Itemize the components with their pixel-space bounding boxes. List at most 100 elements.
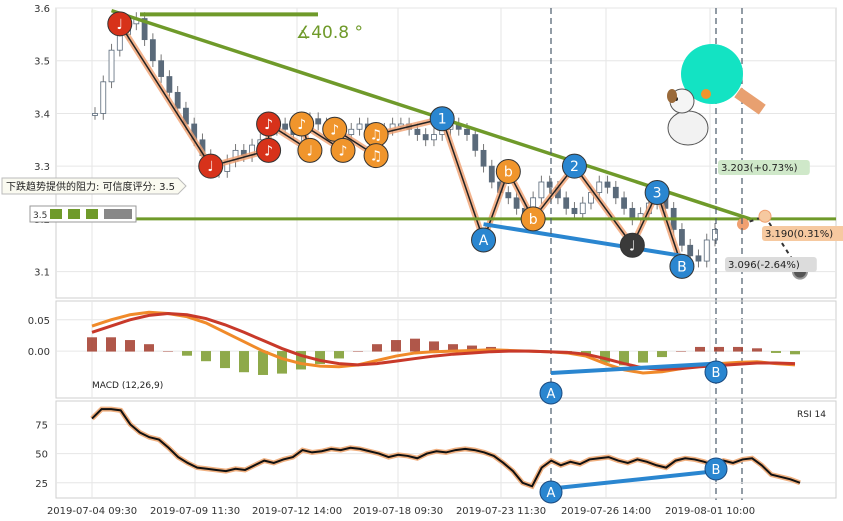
level-icon [86,209,98,219]
x-axis: 2019-07-04 09:30 2019-07-09 11:30 2019-07-… [47,506,755,517]
cursor-marker: A [539,480,563,504]
pattern-marker-circle [363,143,389,169]
candle-body [687,244,694,257]
cursor-marker-label: A [547,387,556,402]
macd-tick-label: 0.00 [28,347,50,358]
candle-body [149,39,156,62]
macd-histogram-bar [657,351,667,358]
macd-histogram-bar [391,340,401,352]
level-label-text: 3.5 [33,211,47,221]
pattern-marker: ♫ [363,122,389,148]
macd-histogram-bar [676,351,686,352]
pattern-marker-label: 3 [653,186,662,202]
pattern-marker: ♪ [256,111,282,137]
annotation-overlay: A B A B [539,360,728,504]
pattern-marker: 1 [429,106,455,132]
price-label-text: 3.190(0.31%) [765,229,833,240]
macd-histogram-bar [201,351,211,362]
pattern-marker-label: ♪ [264,117,273,133]
cursor-marker-label: B [712,463,721,478]
pattern-marker-circle [561,153,587,179]
macd-histogram-bar [714,346,724,352]
support-trendline [483,222,683,258]
macd-panel-frame [55,300,837,399]
cursor-marker: A [539,381,563,405]
price-tick-label: 3.1 [34,268,50,279]
pattern-marker-label: b [529,212,538,228]
macd-histogram-bar [315,351,325,364]
price-label: 3.096(-2.64%) [725,257,817,272]
pattern-marker: A [471,227,497,253]
macd-histogram-bar [220,351,230,369]
candle-body [703,239,710,262]
candle-body [546,181,553,188]
pattern-marker-circle [330,137,356,163]
pattern-marker-circle [297,137,323,163]
x-tick-label: 2019-07-04 09:30 [47,506,137,517]
pattern-marker-circle [429,106,455,132]
pattern-marker-label: ♫ [370,128,383,144]
candle-body [629,207,636,220]
level-icon [104,209,132,219]
pattern-marker-circle [619,232,645,258]
macd-histogram-bar [733,346,743,352]
x-tick-label: 2019-07-18 09:30 [353,506,443,517]
macd-histogram-bar [163,351,173,352]
rsi-panel: 25 50 75 RSI 14 [35,400,837,499]
candle-body [174,91,181,109]
macd-label: MACD (12,26,9) [92,381,163,391]
dog-ear [667,89,677,103]
price-tick-label: 3.5 [34,57,50,68]
candle-body [356,123,363,130]
decorative-illustration [667,44,766,146]
macd-histogram-bar [182,351,192,356]
candle-body [604,181,611,188]
pattern-marker-label: ♩ [207,159,214,175]
macd-histogram-bar [695,346,705,352]
pattern-marker-label: ♪ [330,122,339,138]
pattern-marker-label: B [677,259,687,275]
pattern-marker: b [520,206,546,232]
paddle-handle [734,87,766,115]
macd-histogram-bar [448,344,458,352]
pattern-marker-label: A [479,233,489,249]
macd-histogram-bar [752,348,762,352]
pattern-marker-label: ♩ [307,143,314,159]
rsi-divergence-line [550,469,717,491]
macd-histogram-bar [790,351,800,355]
candle-body [422,134,429,141]
candle-body [108,49,115,83]
cursor-marker-circle [704,457,728,481]
pattern-marker-circle [520,206,546,232]
price-tick-label: 3.6 [34,4,50,15]
rsi-tick-label: 75 [35,420,48,431]
pattern-marker: b [495,158,521,184]
resistance-callout-box [1,177,187,195]
candle-body [488,165,495,183]
cursor-marker: B [704,457,728,481]
cursor-marker-label: A [547,486,556,501]
macd-histogram-bar [600,351,610,363]
candle-body [612,186,619,199]
x-tick-label: 2019-08-01 10:00 [665,506,755,517]
macd-histogram-bar [638,351,648,363]
macd-histogram-bar [410,338,420,352]
macd-histogram-bar [353,351,363,352]
pattern-marker: ♩ [297,137,323,163]
price-label-text: 3.096(-2.64%) [728,260,800,271]
pattern-marker: B [669,253,695,279]
level-label: 3.5 [29,205,137,223]
macd-histogram-bar [771,351,781,353]
pattern-marker-circle [256,111,282,137]
candle-body [679,229,685,246]
candle-body [116,33,123,51]
macd-histogram-bar [277,351,287,374]
pattern-marker-circle [644,180,670,206]
candle-body [712,229,718,241]
cursor-marker-circle [539,480,563,504]
price-label-box [762,226,843,241]
cursor-marker-circle [704,360,728,384]
pattern-marker-circle [107,11,133,37]
rsi-line [91,408,801,488]
pattern-marker: ♪ [322,116,348,142]
